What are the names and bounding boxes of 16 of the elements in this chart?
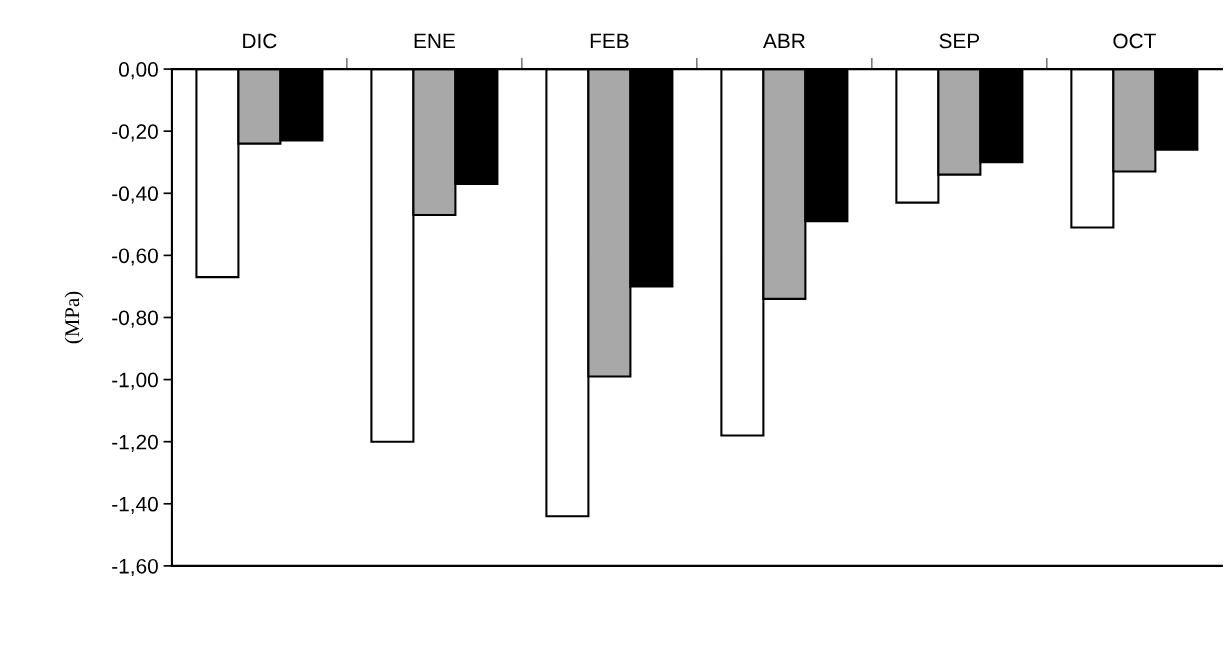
x-tick-label: FEB	[590, 33, 629, 49]
x-tick-label: ENE	[414, 33, 455, 49]
x-tick-label: DIC	[243, 33, 277, 49]
y-tick-label: 0,00	[119, 62, 158, 80]
x-tick-label: ABR	[763, 33, 805, 49]
y-tick-label: -1,20	[112, 434, 158, 452]
y-axis-title: (MPa)	[64, 291, 84, 344]
x-tick-label: OCT	[1113, 33, 1156, 49]
y-tick-label: -0,60	[112, 248, 158, 266]
x-tick-label: SEP	[939, 33, 980, 49]
y-tick-label: -0,40	[112, 186, 158, 204]
y-tick-label: -1,40	[112, 496, 158, 514]
y-tick-label: -0,20	[112, 124, 158, 142]
y-tick-label: -0,80	[112, 310, 158, 328]
y-tick-label: -1,00	[112, 372, 158, 390]
y-tick-label: -1,60	[112, 558, 158, 577]
